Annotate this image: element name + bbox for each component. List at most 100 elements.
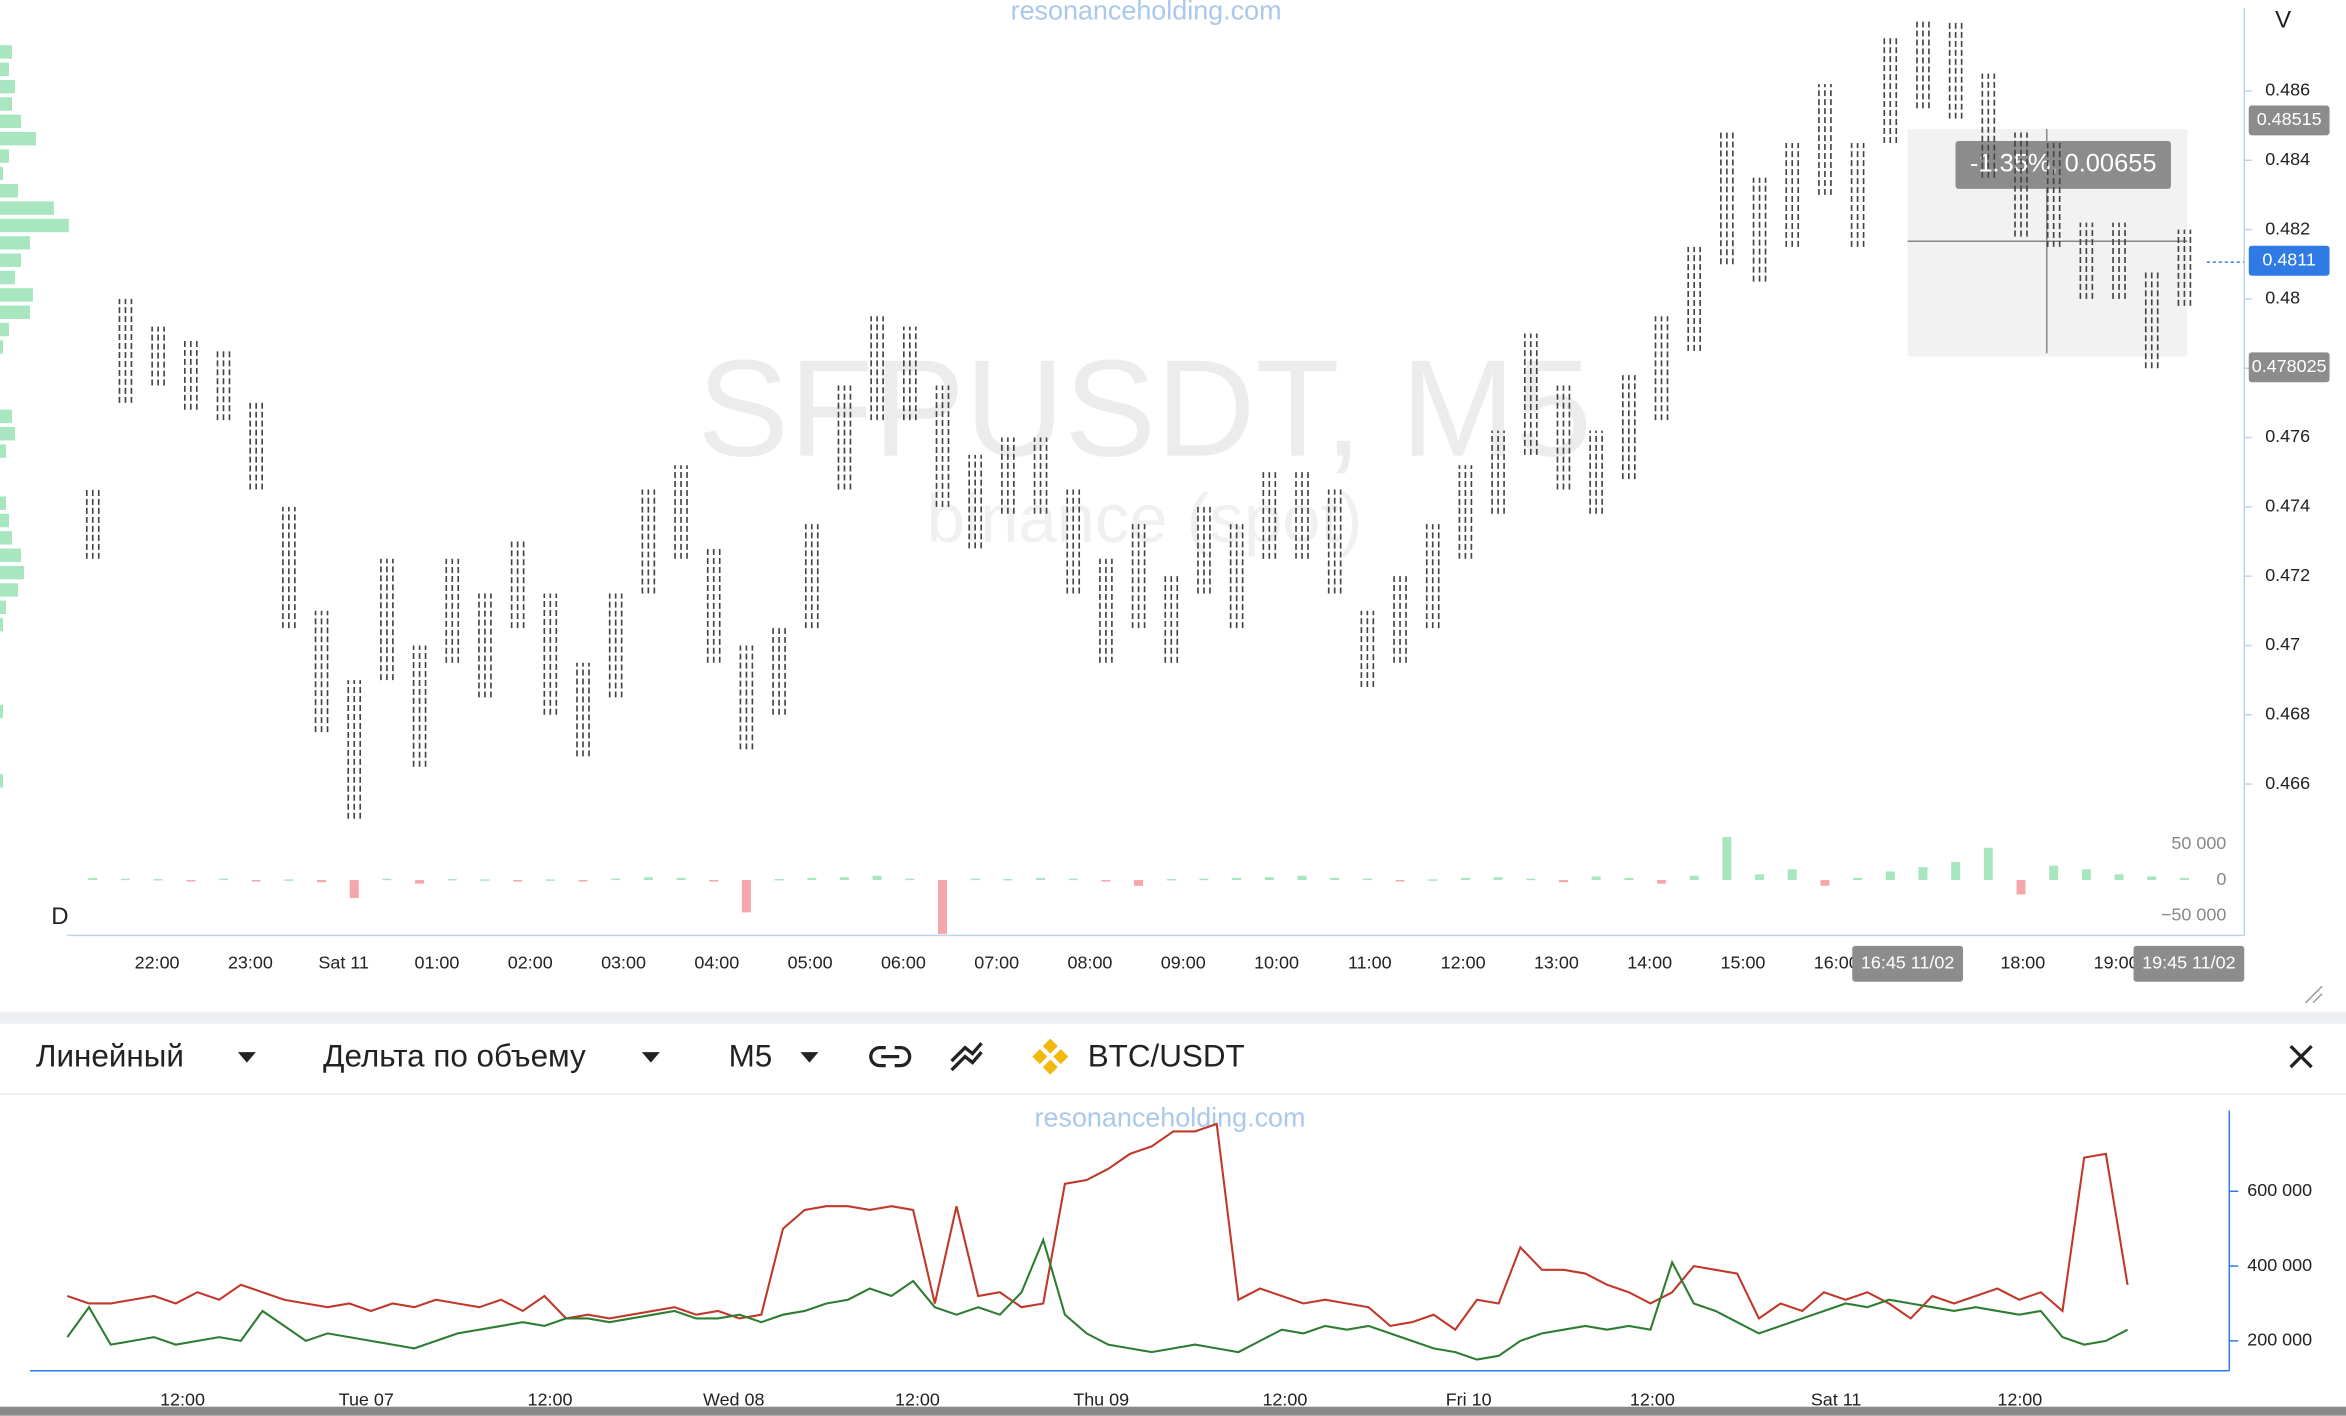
cursor-time: 19:45 11/02 xyxy=(2142,953,2235,973)
profile-bar xyxy=(0,548,21,562)
delta-bar xyxy=(382,878,392,881)
toolbar: Линейный Дельта по объему M5 BTC/USDT xyxy=(36,1038,2313,1075)
x-tick-label: 08:00 xyxy=(1068,953,1113,973)
delta-bar xyxy=(1264,877,1274,881)
delta-bar xyxy=(1166,878,1176,881)
price-axis-label: V xyxy=(2275,7,2291,34)
delta-bar xyxy=(1134,880,1144,886)
x-tick-label: 18:00 xyxy=(2000,953,2045,973)
resize-handle[interactable] xyxy=(2305,985,2323,1004)
delta-bar xyxy=(709,880,719,882)
profile-bar xyxy=(0,444,6,458)
delta-bar xyxy=(1820,880,1830,886)
y-tick-label: 0.474 xyxy=(2265,496,2310,516)
delta-bar xyxy=(2147,876,2157,881)
indicator[interactable]: Дельта по объему xyxy=(323,1038,586,1073)
y-tick-label: 0.468 xyxy=(2265,703,2310,723)
delta-bar xyxy=(480,879,490,881)
delta-bar xyxy=(970,878,980,881)
delta-bar xyxy=(2016,880,2026,895)
delta-bar xyxy=(872,875,882,881)
profile-bar xyxy=(0,166,3,181)
delta-label: D xyxy=(51,903,68,930)
x-tick-label: 19:00 xyxy=(2094,953,2139,973)
delta-bar xyxy=(1689,875,1699,881)
close-button[interactable] xyxy=(2289,1044,2313,1069)
x-tick-label: 03:00 xyxy=(601,953,646,973)
series-line xyxy=(66,1122,2129,1332)
profile-bar xyxy=(0,409,12,424)
delta-bar xyxy=(1853,877,1863,881)
delta-bar xyxy=(1199,878,1209,881)
delta-bar xyxy=(839,877,849,881)
delta-bar xyxy=(1722,836,1732,881)
delta-bar xyxy=(545,879,555,881)
price-marker xyxy=(2248,105,2330,136)
y-tick-label: 0.484 xyxy=(2265,149,2310,169)
y-tick-label: 0.47 xyxy=(2265,634,2300,654)
profile-bar xyxy=(0,218,69,233)
delta-bar xyxy=(1755,874,1765,881)
chart-style[interactable]: Линейный xyxy=(36,1038,184,1073)
y-tick-label: −50 000 xyxy=(2161,905,2226,925)
delta-bar xyxy=(578,880,588,882)
profile-bar xyxy=(0,270,15,285)
separator xyxy=(0,1011,2346,1024)
compare-icon[interactable] xyxy=(950,1042,983,1072)
profile-bar xyxy=(0,774,3,788)
delta-bar xyxy=(1558,880,1568,883)
delta-bar xyxy=(611,878,621,881)
delta-bar xyxy=(643,877,653,881)
profile-bar xyxy=(0,149,9,163)
x-tick-label: 11:00 xyxy=(1348,953,1392,973)
x-tick-label: Wed 08 xyxy=(703,1389,765,1409)
y-tick-label: 600 000 xyxy=(2247,1180,2312,1200)
x-tick-label: 12:00 xyxy=(1630,1389,1675,1409)
delta-bar xyxy=(2114,874,2124,881)
x-tick-label: 10:00 xyxy=(1254,953,1299,973)
x-tick-label: 15:00 xyxy=(1721,953,1766,973)
x-tick-label: 23:00 xyxy=(228,953,273,973)
x-tick-label: 04:00 xyxy=(694,953,739,973)
delta-bar xyxy=(807,877,817,881)
price-marker-label: 0.4811 xyxy=(2262,250,2316,270)
profile-bar xyxy=(0,427,15,441)
dropdown-arrow[interactable] xyxy=(800,1052,819,1063)
x-tick-label: Tue 07 xyxy=(339,1389,394,1409)
delta-bar xyxy=(186,880,196,882)
cursor-time: 16:45 11/02 xyxy=(1861,953,1954,973)
profile-bar xyxy=(0,62,9,77)
profile-bar xyxy=(0,253,21,267)
cursor-time-box xyxy=(1852,945,1963,982)
x-tick-label: 12:00 xyxy=(160,1389,205,1409)
delta-bar xyxy=(1918,867,1928,881)
delta-bar xyxy=(447,878,457,881)
x-tick-label: Sat 11 xyxy=(318,953,369,973)
x-tick-label: 22:00 xyxy=(135,953,180,973)
delta-bar xyxy=(1951,862,1961,881)
x-tick-label: Fri 10 xyxy=(1446,1389,1492,1409)
pair[interactable]: BTC/USDT xyxy=(1088,1038,1245,1073)
delta-bar xyxy=(1787,869,1797,881)
delta-bar xyxy=(1428,879,1438,881)
delta-bar xyxy=(1232,877,1242,881)
x-tick-label: 13:00 xyxy=(1534,953,1579,973)
dropdown-arrow[interactable] xyxy=(237,1052,256,1063)
site-watermark: resonanceholding.com xyxy=(1011,0,1282,25)
x-tick-label: 12:00 xyxy=(1997,1389,2042,1409)
profile-bar xyxy=(0,236,30,250)
delta-bar xyxy=(284,879,294,881)
dropdown-arrow[interactable] xyxy=(641,1052,660,1063)
price-marker-label: 0.48515 xyxy=(2257,109,2322,129)
site-watermark: resonanceholding.com xyxy=(1035,1103,1306,1133)
x-tick-label: 12:00 xyxy=(528,1389,573,1409)
delta-bar xyxy=(905,878,915,881)
delta-bar xyxy=(1101,880,1111,882)
profile-bar xyxy=(0,513,9,528)
timeframe[interactable]: M5 xyxy=(729,1038,773,1073)
profile-bar xyxy=(0,496,6,510)
delta-bar xyxy=(1003,878,1013,881)
delta-bar xyxy=(2049,865,2059,881)
delta-bar xyxy=(513,880,523,882)
link-icon[interactable] xyxy=(869,1045,912,1068)
